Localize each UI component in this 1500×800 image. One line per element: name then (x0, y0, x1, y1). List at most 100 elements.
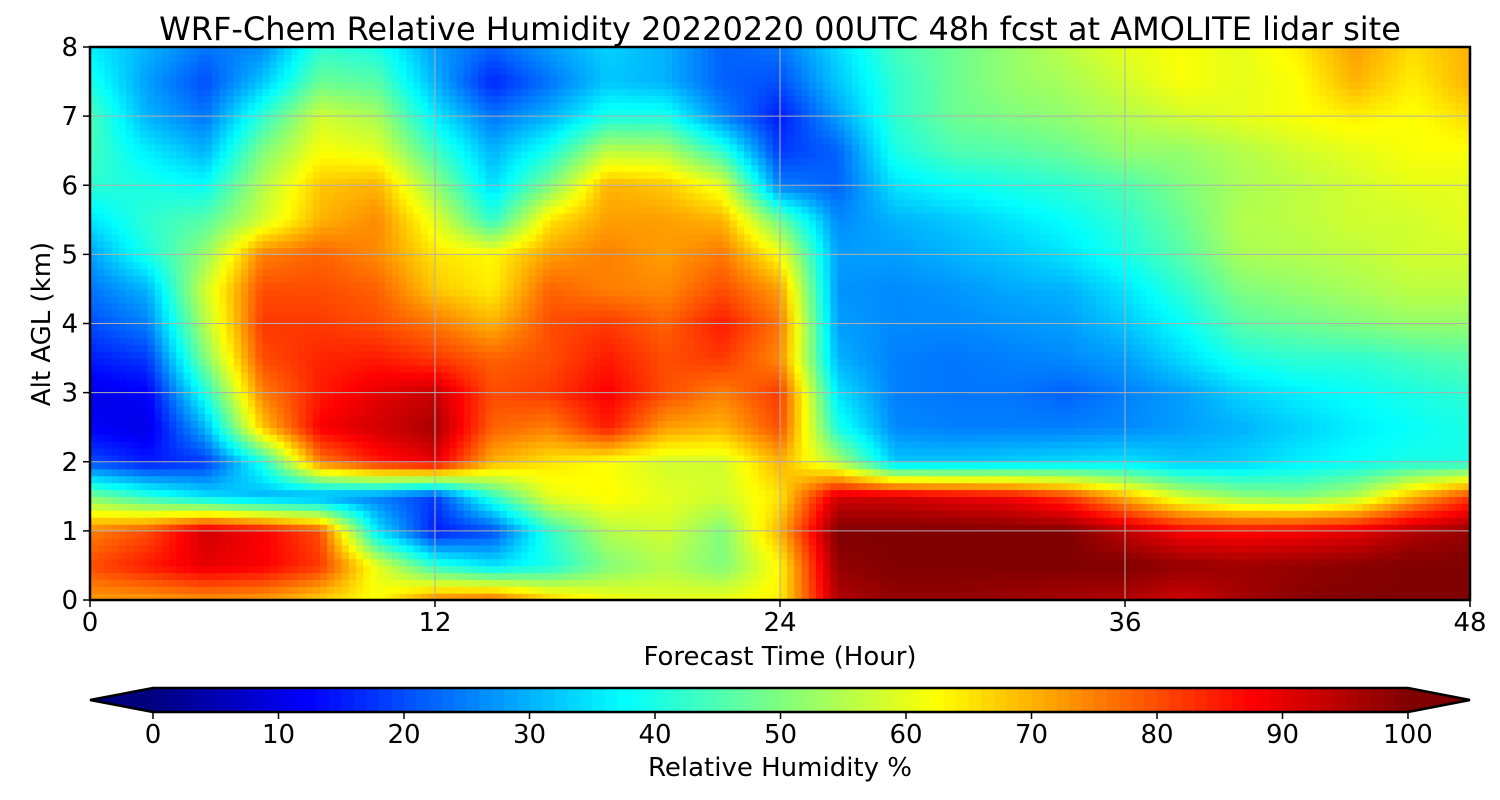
heatmap-cell (1240, 482, 1248, 491)
heatmap-cell (657, 517, 666, 525)
heatmap-cell (1139, 544, 1148, 553)
heatmap-cell (1074, 489, 1083, 498)
heatmap-cell (1340, 523, 1349, 532)
heatmap-cell (298, 544, 307, 553)
heatmap-cell (1017, 558, 1026, 567)
heatmap-cell (1089, 496, 1097, 504)
heatmap-cell (413, 482, 422, 491)
heatmap-cell (700, 496, 709, 504)
heatmap-cell (125, 427, 134, 435)
heatmap-cell (1038, 517, 1047, 525)
heatmap-cell (521, 572, 530, 580)
heatmap-cell (427, 593, 436, 600)
heatmap-cell (607, 441, 616, 449)
heatmap-cell (1390, 447, 1399, 456)
heatmap-cell (693, 558, 702, 567)
heatmap-cell (686, 579, 695, 587)
heatmap-cell (1290, 503, 1299, 511)
heatmap-cell (744, 537, 752, 546)
heatmap-cell (700, 489, 709, 498)
heatmap-cell (1347, 593, 1356, 600)
heatmap-cell (327, 517, 336, 525)
heatmap-cell (1347, 434, 1356, 442)
heatmap-cell (1419, 544, 1428, 553)
heatmap-cell (837, 420, 846, 428)
heatmap-cell (1053, 586, 1062, 594)
heatmap-cell (1297, 593, 1306, 600)
heatmap-cell (830, 468, 839, 477)
heatmap-cell (902, 454, 911, 463)
heatmap-cell (744, 475, 752, 484)
heatmap-cell (1160, 503, 1169, 511)
heatmap-cell (97, 427, 106, 435)
heatmap-cell (571, 558, 580, 567)
heatmap-cell (463, 579, 472, 587)
heatmap-cell (902, 482, 911, 491)
heatmap-cell (269, 482, 278, 491)
heatmap-cell (916, 496, 925, 504)
heatmap-cell (1441, 510, 1450, 518)
heatmap-cell (1096, 420, 1105, 428)
heatmap-cell (355, 496, 364, 504)
heatmap-cell (995, 558, 1004, 567)
heatmap-cell (327, 572, 336, 580)
heatmap-cell (456, 593, 465, 600)
heatmap-cell (1132, 482, 1141, 491)
heatmap-cell (1103, 489, 1112, 498)
heatmap-cell (650, 579, 659, 587)
heatmap-cell (564, 551, 573, 560)
heatmap-cell (334, 572, 343, 580)
heatmap-cell (154, 579, 163, 587)
heatmap-cell (981, 482, 990, 491)
heatmap-cell (269, 517, 278, 525)
heatmap-cell (614, 523, 623, 532)
heatmap-cell (269, 586, 278, 594)
heatmap-cell (887, 475, 896, 484)
heatmap-cell (1398, 586, 1407, 594)
heatmap-cell (1038, 593, 1047, 600)
heatmap-cell (90, 413, 98, 421)
heatmap-cell (1160, 544, 1169, 553)
heatmap-cell (1225, 593, 1234, 600)
heatmap-cell (952, 461, 961, 470)
heatmap-cell (478, 482, 487, 491)
heatmap-cell (679, 475, 688, 484)
heatmap-cell (449, 503, 458, 511)
heatmap-cell (1225, 579, 1234, 587)
heatmap-cell (276, 461, 285, 470)
heatmap-cell (679, 496, 688, 504)
heatmap-cell (528, 475, 537, 484)
heatmap-cell (176, 489, 185, 498)
heatmap-cell (1319, 510, 1327, 518)
heatmap-cell (593, 427, 602, 435)
heatmap-cell (700, 447, 709, 456)
heatmap-cell (435, 420, 443, 428)
heatmap-cell (1261, 551, 1270, 560)
heatmap-cell (1347, 579, 1356, 587)
heatmap-cell (1031, 572, 1040, 580)
heatmap-cell (1038, 579, 1047, 587)
heatmap-cell (808, 537, 817, 546)
heatmap-cell (1182, 530, 1191, 539)
heatmap-cell (161, 482, 170, 491)
heatmap-cell (1139, 523, 1148, 532)
heatmap-cell (830, 482, 839, 491)
heatmap-cell (147, 482, 156, 491)
heatmap-cell (636, 537, 645, 546)
heatmap-cell (226, 420, 235, 428)
heatmap-cell (499, 558, 508, 567)
heatmap-cell (1110, 593, 1119, 600)
heatmap-cell (1405, 579, 1414, 587)
heatmap-cell (808, 427, 817, 435)
heatmap-cell (650, 593, 659, 600)
heatmap-cell (1268, 558, 1277, 567)
heatmap-cell (1204, 503, 1212, 511)
heatmap-cell (1096, 503, 1105, 511)
heatmap-cell (1117, 572, 1126, 580)
heatmap-cell (1383, 454, 1392, 463)
heatmap-cell (233, 496, 242, 504)
heatmap-cell (1110, 586, 1119, 594)
heatmap-cell (801, 461, 810, 470)
heatmap-cell (1232, 551, 1241, 560)
heatmap-cell (190, 510, 199, 518)
